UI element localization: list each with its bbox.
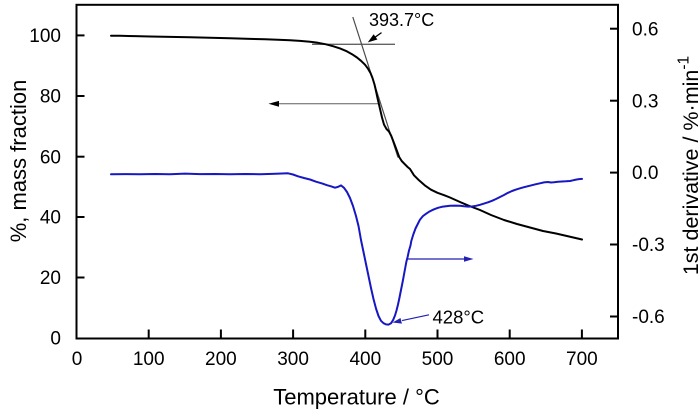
svg-text:0: 0 [50,329,61,350]
svg-text:100: 100 [29,26,61,47]
svg-text:0: 0 [72,349,83,370]
svg-text:Temperature / °C: Temperature / °C [273,385,440,410]
svg-text:40: 40 [40,208,61,229]
svg-text:600: 600 [494,349,526,370]
svg-text:100: 100 [133,349,165,370]
svg-text:-0.6: -0.6 [632,307,665,328]
svg-text:300: 300 [277,349,309,370]
svg-text:%, mass fraction: %, mass fraction [6,80,31,243]
svg-text:60: 60 [40,147,61,168]
svg-text:20: 20 [40,268,61,289]
svg-text:700: 700 [566,349,598,370]
svg-text:0.0: 0.0 [632,163,658,184]
svg-text:200: 200 [205,349,237,370]
svg-text:428°C: 428°C [433,307,485,328]
svg-text:400: 400 [349,349,381,370]
svg-text:1st derivative / %·min-1: 1st derivative / %·min-1 [676,56,700,275]
svg-text:-0.3: -0.3 [632,235,665,256]
svg-text:500: 500 [422,349,454,370]
svg-text:80: 80 [40,87,61,108]
svg-text:0.3: 0.3 [632,91,658,112]
svg-text:393.7°C: 393.7°C [369,10,434,30]
svg-text:0.6: 0.6 [632,19,658,40]
